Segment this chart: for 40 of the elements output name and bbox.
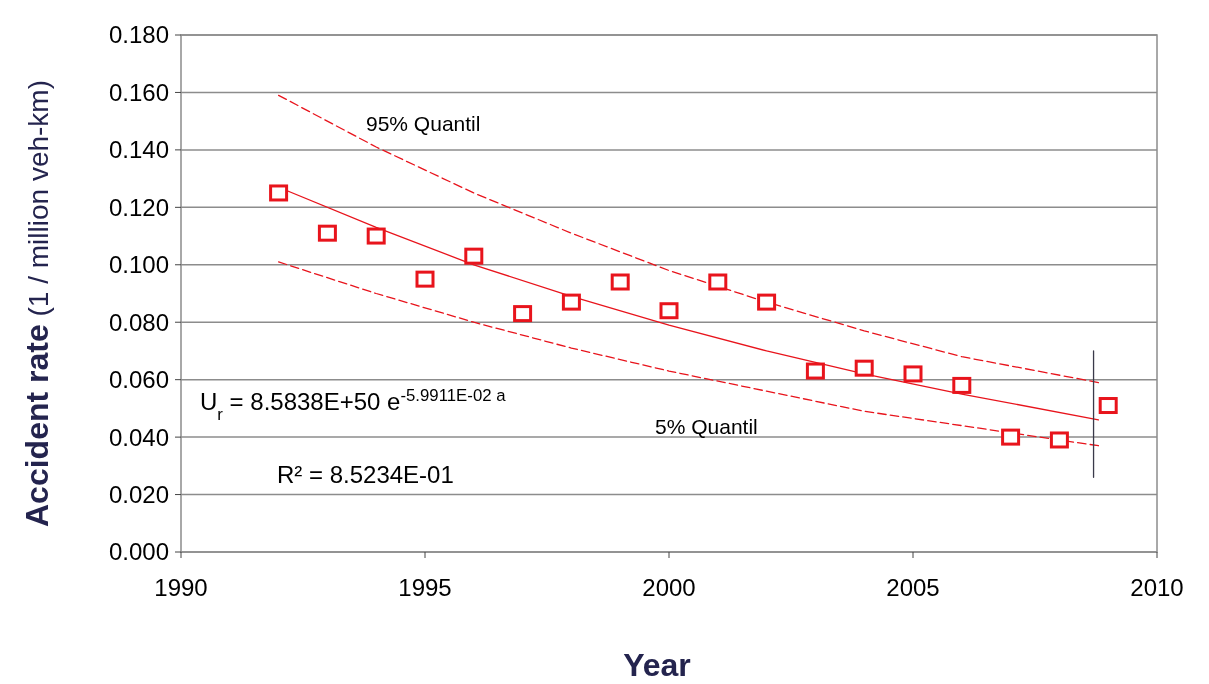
y-tick-label: 0.020 — [108, 480, 169, 508]
point — [415, 270, 435, 288]
x-tick-label: 2005 — [886, 574, 940, 601]
annotation: 95% Quantil — [366, 112, 481, 135]
point — [805, 362, 825, 380]
point — [1049, 431, 1069, 449]
point — [464, 247, 484, 265]
x-tick-label: 2000 — [642, 574, 696, 601]
point — [561, 293, 581, 311]
x-axis-title: Year — [623, 647, 691, 683]
point — [708, 273, 728, 291]
y-tick-label: 0.060 — [108, 366, 169, 394]
y-tick-label: 0.140 — [108, 136, 169, 164]
point — [513, 305, 533, 323]
point — [269, 184, 289, 202]
point — [1001, 428, 1021, 446]
x-tick-label: 1990 — [154, 574, 208, 601]
y-tick-label: 0.120 — [108, 193, 169, 221]
point — [610, 273, 630, 291]
y-tick-label: 0.160 — [108, 78, 169, 106]
annotation: 5% Quantil — [655, 415, 758, 438]
point — [1098, 397, 1118, 415]
point — [659, 302, 679, 320]
x-tick-label: 1995 — [398, 574, 452, 601]
annotation: R² = 8.5234E-01 — [277, 461, 454, 488]
point — [757, 293, 777, 311]
point — [952, 376, 972, 394]
y-axis-title: Accident rate (1 / million veh-km) — [19, 80, 55, 527]
point — [854, 359, 874, 377]
x-tick-label: 2010 — [1130, 574, 1184, 601]
line-series — [277, 94, 1100, 384]
y-tick-label: 0.080 — [108, 308, 169, 336]
point — [903, 365, 923, 383]
point — [317, 224, 337, 242]
point — [366, 227, 386, 245]
annotation: U$_{r}$ = 8.5838E+50 e$^{-5.9911E-02 a}$ — [200, 385, 507, 424]
y-tick-label: 0.040 — [108, 423, 169, 451]
y-tick-label: 0.000 — [108, 538, 169, 566]
y-tick-label: 0.100 — [108, 251, 169, 279]
y-tick-label: 0.180 — [108, 21, 169, 49]
